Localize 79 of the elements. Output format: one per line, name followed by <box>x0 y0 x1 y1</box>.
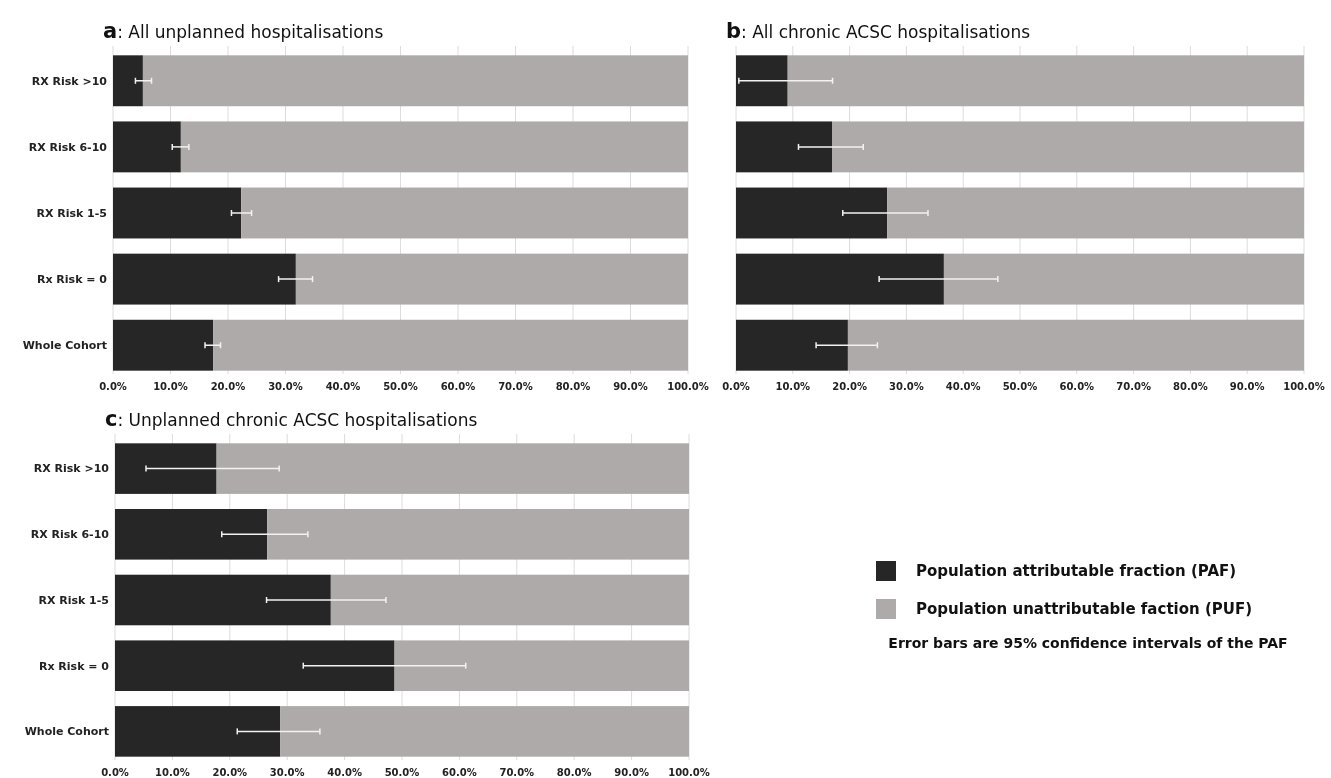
y-tick-label: RX Risk 6-10 <box>30 528 110 542</box>
x-tick-label: 80.0% <box>555 381 591 392</box>
bar <box>831 121 1304 173</box>
x-tick-label: 30.0% <box>889 381 924 392</box>
y-tick-label: Rx Risk = 0 <box>36 272 108 286</box>
legend-label: Population unattributable faction (PUF) <box>916 600 1253 619</box>
x-tick-label: 80.0% <box>556 767 592 778</box>
x-tick-label: 90.0% <box>1229 381 1265 392</box>
x-tick-label: 70.0% <box>1116 381 1151 392</box>
bar <box>115 706 281 757</box>
y-tick-label: RX Risk 6-10 <box>28 140 108 154</box>
bar <box>113 121 181 173</box>
x-tick-label: 60.0% <box>442 767 477 778</box>
x-tick-label: 50.0% <box>1002 381 1038 392</box>
bar <box>113 319 214 371</box>
x-tick-label: 10.0% <box>153 381 188 392</box>
bar <box>736 187 888 239</box>
bar <box>115 509 268 560</box>
bar <box>180 121 688 173</box>
y-tick-label: RX Risk >10 <box>33 462 110 476</box>
x-tick-label: 0.0% <box>99 381 127 392</box>
x-tick-label: 20.0% <box>832 381 867 392</box>
x-tick-label: 100.0% <box>667 381 709 392</box>
x-tick-label: 40.0% <box>325 381 361 392</box>
bar <box>267 509 689 560</box>
chart-title: c: Unplanned chronic ACSC hospitalisations <box>105 407 478 431</box>
bar <box>241 187 688 239</box>
bar <box>394 640 689 691</box>
x-tick-label: 100.0% <box>1283 381 1325 392</box>
x-tick-label: 30.0% <box>269 767 305 778</box>
y-tick-label: Whole Cohort <box>24 725 109 739</box>
bar <box>213 319 688 371</box>
bar <box>115 574 331 626</box>
x-tick-label: 10.0% <box>775 381 811 392</box>
x-tick-label: 30.0% <box>268 381 303 392</box>
x-tick-label: 0.0% <box>101 767 129 778</box>
bar <box>736 253 944 305</box>
bar <box>113 253 296 305</box>
x-tick-label: 40.0% <box>327 767 362 778</box>
x-tick-label: 60.0% <box>1059 381 1095 392</box>
x-tick-label: 90.0% <box>614 767 649 778</box>
x-tick-label: 70.0% <box>499 767 535 778</box>
bar <box>216 443 689 494</box>
text: Error bars are 95% confidence intervals of the PAF <box>888 635 1288 651</box>
bar <box>280 706 689 757</box>
bar <box>736 121 832 173</box>
y-tick-label: RX Risk >10 <box>31 74 108 88</box>
x-tick-label: 70.0% <box>498 381 533 392</box>
y-tick-label: RX Risk 1-5 <box>36 206 107 220</box>
bar <box>113 187 242 239</box>
bar <box>113 55 143 107</box>
x-tick-label: 0.0% <box>722 381 750 392</box>
bar <box>330 574 689 626</box>
x-tick-label: 50.0% <box>384 767 420 778</box>
legend-label: Population attributable fraction (PAF) <box>916 562 1237 581</box>
bar <box>295 253 688 305</box>
bar <box>847 319 1304 371</box>
bar <box>142 55 688 107</box>
x-tick-label: 20.0% <box>210 381 246 392</box>
bar <box>787 55 1304 107</box>
y-tick-label: Whole Cohort <box>22 339 107 353</box>
chart-title: b: All chronic ACSC hospitalisations <box>726 19 1031 43</box>
bar <box>736 319 848 371</box>
x-tick-label: 10.0% <box>155 767 190 778</box>
x-tick-label: 90.0% <box>613 381 648 392</box>
y-tick-label: Rx Risk = 0 <box>38 659 110 673</box>
bar <box>736 55 788 107</box>
bar <box>115 443 217 494</box>
bar <box>115 640 395 691</box>
x-tick-label: 80.0% <box>1173 381 1208 392</box>
y-tick-label: RX Risk 1-5 <box>38 593 109 607</box>
x-tick-label: 40.0% <box>945 381 981 392</box>
x-tick-label: 100.0% <box>668 767 710 778</box>
x-tick-label: 50.0% <box>383 381 418 392</box>
x-tick-label: 60.0% <box>440 381 476 392</box>
x-tick-label: 20.0% <box>212 767 248 778</box>
chart-title: a: All unplanned hospitalisations <box>103 19 384 43</box>
bar <box>887 187 1304 239</box>
bar <box>943 253 1304 305</box>
